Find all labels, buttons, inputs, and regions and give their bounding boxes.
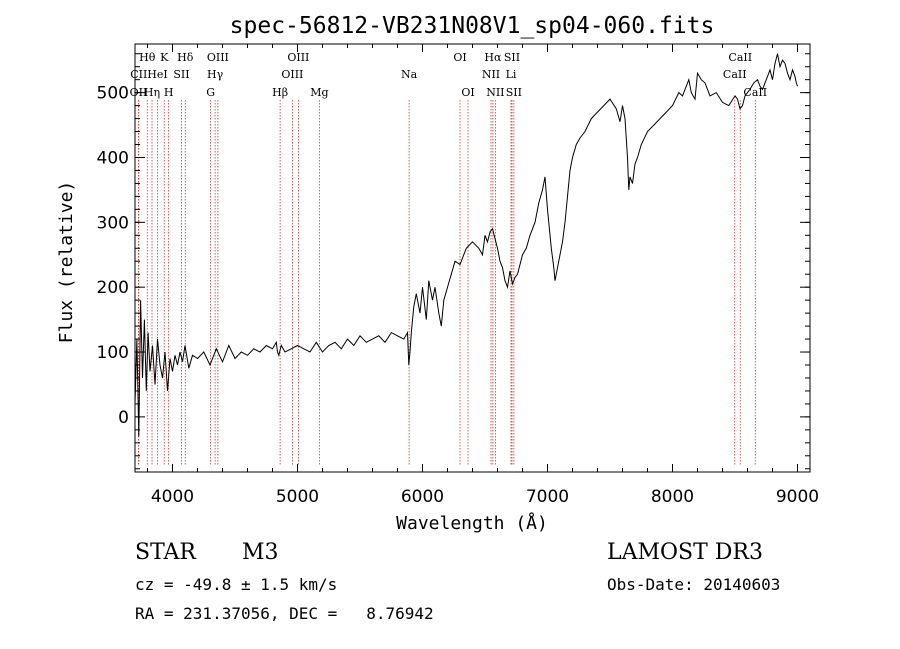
line-label-OIII-4363: OIII	[207, 51, 229, 64]
line-label-H-eta: Hη	[144, 86, 160, 99]
redshift-cz: cz = -49.8 ± 1.5 km/s	[135, 575, 338, 594]
y-tick-label: 400	[97, 148, 129, 168]
line-label-H: H	[164, 86, 174, 99]
spectrum-chart: spec-56812-VB231N08V1_sp04-060.fits Hθ CI…	[56, 13, 819, 534]
line-label-SII-6731: SII	[506, 86, 522, 99]
line-label-SII-6716: SII	[504, 51, 520, 64]
coordinates: RA = 231.37056, DEC = 8.76942	[135, 604, 434, 623]
plot-frame	[134, 43, 811, 473]
line-label-OIII-5007: OIII	[287, 51, 309, 64]
y-tick-label: 100	[97, 343, 129, 363]
survey-name: LAMOST DR3	[607, 540, 763, 565]
line-label-CII: CII	[130, 68, 147, 81]
line-label-NII-6548: NII	[482, 68, 500, 81]
x-axis: 4000 5000 6000 7000 8000 9000	[147, 44, 819, 507]
object-class: STAR	[135, 540, 196, 565]
y-axis: 0 100 200 300 400 500	[97, 53, 810, 470]
spectrum-line	[134, 53, 798, 437]
line-label-OI-6300: OI	[453, 51, 466, 64]
line-label-CaII-8498: CaII	[723, 68, 747, 81]
x-tick-label: 6000	[401, 487, 444, 507]
line-label-G: G	[206, 86, 215, 99]
line-label-CaII-8662: CaII	[743, 86, 767, 99]
y-tick-label: 500	[97, 84, 129, 104]
line-label-Mg: Mg	[310, 86, 328, 99]
y-tick-label: 300	[97, 213, 129, 233]
line-label-Na: Na	[401, 68, 418, 81]
x-tick-label: 8000	[651, 487, 694, 507]
line-label-H-theta: Hθ	[139, 51, 156, 64]
line-label-SII-4072: SII	[173, 68, 189, 81]
x-axis-label: Wavelength (Å)	[396, 512, 548, 534]
x-tick-label: 5000	[276, 487, 319, 507]
line-label-H-alpha: Hα	[484, 51, 502, 64]
line-label-NII-6583: NII	[486, 86, 504, 99]
line-label-H-gamma: Hγ	[207, 68, 224, 81]
line-label-H-beta: Hβ	[272, 86, 288, 99]
x-tick-label: 7000	[526, 487, 569, 507]
x-tick-label: 4000	[151, 487, 194, 507]
emission-line-markers: HθCIIOIIHηHeIKHSIIHδGOIIIHγHβOIIIOIIIMgN…	[130, 51, 767, 465]
line-label-Li: Li	[506, 68, 517, 81]
line-label-HeI: HeI	[147, 68, 167, 81]
line-label-OIII-4959: OIII	[281, 68, 303, 81]
object-subclass: M3	[242, 540, 279, 565]
line-label-H-delta: Hδ	[177, 51, 194, 64]
line-label-CaII-8542: CaII	[728, 51, 752, 64]
line-label-K: K	[160, 51, 169, 64]
line-label-OI-6364: OI	[461, 86, 474, 99]
x-tick-label: 9000	[776, 487, 819, 507]
y-axis-label: Flux (relative)	[56, 181, 77, 344]
chart-title: spec-56812-VB231N08V1_sp04-060.fits	[230, 13, 715, 39]
obs-date: Obs-Date: 20140603	[607, 575, 781, 594]
y-tick-label: 200	[97, 278, 129, 298]
y-tick-label: 0	[118, 408, 129, 428]
